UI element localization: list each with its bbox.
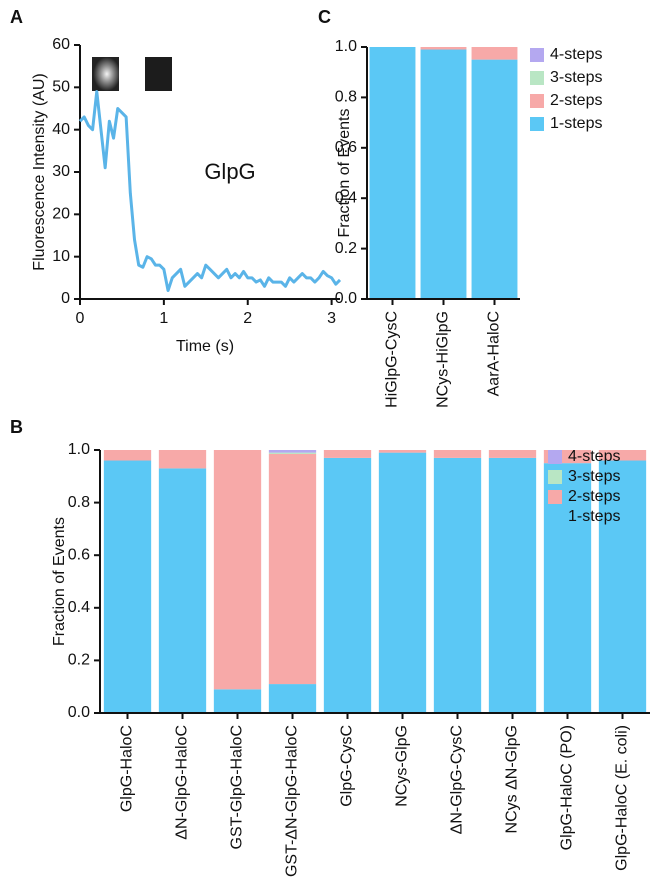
- legend-label: 2-steps: [568, 488, 620, 505]
- y-tick-label: 0: [61, 290, 70, 307]
- panel-label: C: [318, 7, 331, 27]
- bar-segment: [420, 49, 467, 299]
- bar-segment: [158, 450, 207, 469]
- bar-segment: [433, 457, 482, 713]
- x-axis-label: Time (s): [176, 338, 234, 355]
- bar-segment: [598, 460, 647, 713]
- bar-segment: [543, 463, 592, 713]
- legend-label: 3-steps: [568, 468, 620, 485]
- bar-segment: [213, 450, 262, 690]
- y-tick-label: 1.0: [335, 38, 357, 55]
- panel-label: B: [10, 417, 23, 437]
- y-axis-label: Fraction of Events: [336, 109, 353, 238]
- annotation: GlpG: [204, 159, 255, 184]
- bar-segment: [103, 460, 152, 713]
- inset-image: [145, 57, 172, 91]
- bar-segment: [268, 452, 317, 454]
- x-tick-label: ΔN-GlpG-HaloC: [174, 725, 191, 840]
- x-tick-label: GST-ΔN-GlpG-HaloC: [284, 725, 301, 877]
- bar-segment: [268, 453, 317, 685]
- bar-segment: [103, 450, 152, 461]
- x-tick-label: 0: [76, 310, 85, 327]
- x-tick-label: 1: [159, 310, 168, 327]
- bar-segment: [268, 450, 317, 453]
- bar-segment: [323, 457, 372, 713]
- x-tick-label: GlpG-CysC: [339, 725, 356, 807]
- x-tick-label: 3: [327, 310, 336, 327]
- legend-swatch: [548, 490, 562, 504]
- bar-segment: [213, 689, 262, 713]
- x-tick-label: ΔN-GlpG-CysC: [449, 725, 466, 834]
- y-tick-label: 0.2: [335, 240, 357, 257]
- y-tick-label: 40: [52, 121, 70, 138]
- y-tick-label: 0.6: [335, 139, 357, 156]
- x-tick-label: NCys ΔN-GlpG: [504, 725, 521, 833]
- legend-swatch: [548, 510, 562, 524]
- legend-label: 4-steps: [550, 46, 602, 63]
- y-tick-label: 0.8: [68, 494, 90, 511]
- inset-image: [92, 57, 119, 91]
- bar-segment: [369, 47, 416, 299]
- y-tick-label: 20: [52, 206, 70, 223]
- y-tick-label: 1.0: [68, 441, 90, 458]
- legend-label: 2-steps: [550, 92, 602, 109]
- line-series: [78, 90, 342, 293]
- x-tick-label: NCys-HiGlpG: [435, 311, 452, 408]
- y-tick-label: 0.6: [68, 546, 90, 563]
- x-tick-label: GlpG-HaloC (E. coli): [614, 725, 631, 871]
- bar-segment: [378, 452, 427, 713]
- bar-segment: [433, 450, 482, 458]
- y-tick-label: 10: [52, 248, 70, 265]
- bar-segment: [323, 450, 372, 458]
- bar-segment: [378, 450, 427, 453]
- legend-swatch: [530, 48, 544, 62]
- y-tick-label: 0.0: [335, 290, 357, 307]
- y-tick-label: 30: [52, 163, 70, 180]
- y-tick-label: 0.4: [68, 599, 90, 616]
- y-axis-label: Fraction of Events: [51, 517, 68, 646]
- bar-segment: [488, 457, 537, 713]
- x-tick-label: AarA-HaloC: [486, 311, 503, 396]
- y-axis-label: Fluorescence Intensity (AU): [31, 73, 48, 270]
- y-tick-label: 0.8: [335, 89, 357, 106]
- legend-swatch: [548, 470, 562, 484]
- legend-label: 1-steps: [568, 508, 620, 525]
- bar-segment: [268, 684, 317, 713]
- bar-segment: [420, 47, 467, 50]
- legend-swatch: [530, 71, 544, 85]
- y-tick-label: 0.0: [68, 704, 90, 721]
- x-tick-label: 2: [243, 310, 252, 327]
- panel-label: A: [10, 7, 23, 27]
- x-tick-label: GlpG-HaloC: [119, 725, 136, 812]
- x-tick-label: GST-GlpG-HaloC: [229, 725, 246, 849]
- legend-swatch: [530, 94, 544, 108]
- legend-label: 3-steps: [550, 69, 602, 86]
- y-tick-label: 0.4: [335, 189, 357, 206]
- y-tick-label: 50: [52, 79, 70, 96]
- x-tick-label: GlpG-HaloC (PO): [559, 725, 576, 850]
- y-tick-label: 0.2: [68, 652, 90, 669]
- x-tick-label: HiGlpG-CysC: [384, 311, 401, 408]
- legend-swatch: [548, 450, 562, 464]
- bar-segment: [471, 59, 518, 299]
- bar-segment: [598, 450, 647, 461]
- bar-segment: [158, 468, 207, 713]
- x-tick-label: NCys-GlpG: [394, 725, 411, 807]
- bar-segment: [488, 450, 537, 458]
- legend-label: 4-steps: [568, 448, 620, 465]
- legend-label: 1-steps: [550, 115, 602, 132]
- legend-swatch: [530, 117, 544, 131]
- y-tick-label: 60: [52, 36, 70, 53]
- bar-segment: [471, 47, 518, 60]
